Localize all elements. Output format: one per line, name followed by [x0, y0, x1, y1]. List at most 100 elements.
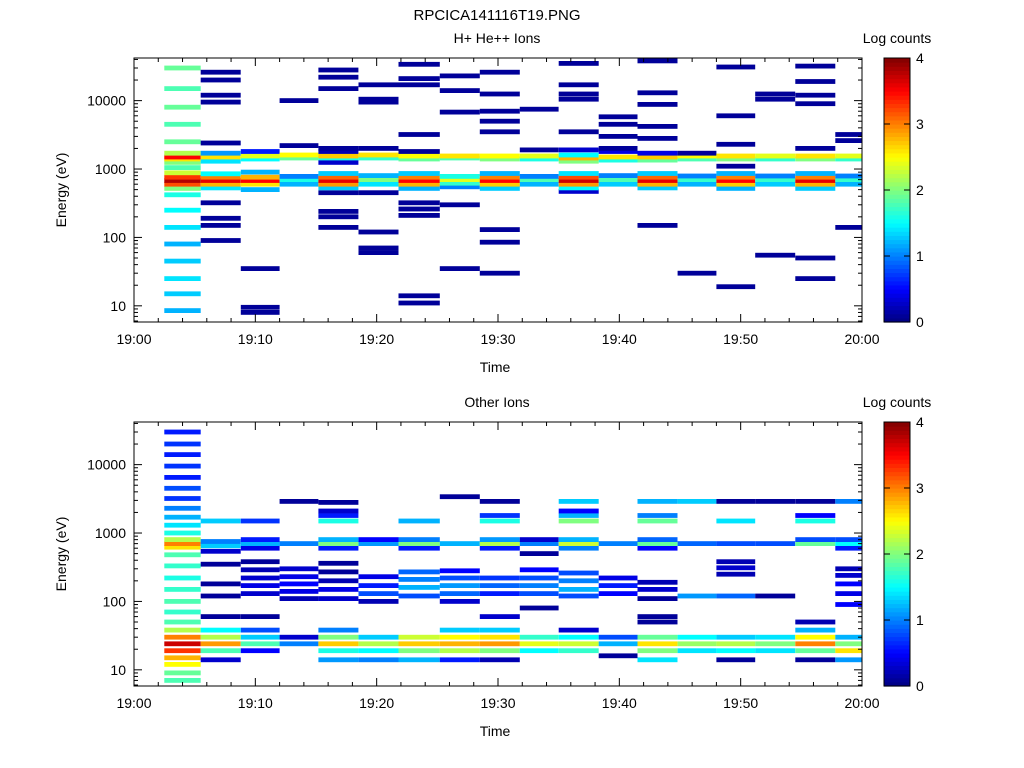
heatmap-cell-12-2 [637, 181, 678, 187]
colorbar-step [884, 603, 910, 609]
heatmap-cell-8-0 [479, 270, 520, 276]
heatmap-cell-16-10 [795, 101, 836, 107]
heatmap-cell-3-6 [279, 566, 319, 572]
colorbar-tick-label: 0 [916, 314, 924, 330]
colorbar-step [884, 95, 910, 100]
heatmap-cell-1-6 [200, 178, 241, 183]
colorbar-step [884, 62, 910, 67]
heatmap-cell-16-6 [795, 171, 836, 176]
heatmap-cell-0-13 [164, 563, 201, 569]
heatmap-cell-4-8 [318, 569, 359, 575]
y-tick-label: 10 [110, 662, 126, 678]
heatmap-cell-1-10 [200, 543, 241, 549]
heatmap-cell-15-4 [755, 156, 796, 162]
heatmap-cell-5-5 [358, 177, 399, 182]
heatmap-cell-16-4 [795, 627, 836, 633]
heatmap-cell-0-4 [164, 241, 201, 247]
heatmap-cell-6-9 [398, 541, 440, 546]
heatmap-cell-13-1 [677, 641, 717, 647]
heatmap-cell-5-1 [358, 245, 399, 251]
colorbar-step [884, 177, 910, 183]
heatmap-cell-17-10 [835, 541, 862, 546]
heatmap-cell-5-6 [358, 173, 399, 178]
heatmap-cell-7-6 [439, 591, 480, 596]
heatmap-cell-0-27 [164, 441, 201, 447]
page-title: RPCICA141116T19.PNG [413, 7, 580, 24]
heatmap-cell-11-1 [598, 177, 638, 182]
heatmap-cell-6-7 [398, 178, 440, 183]
heatmap-cell-8-1 [479, 239, 520, 245]
panel-h-he-ions: H+ He++ Ions Log counts Time Energy (eV)… [53, 30, 931, 375]
heatmap-cell-8-8 [479, 575, 520, 581]
colorbar-step [884, 280, 910, 286]
heatmap-cell-4-5 [318, 596, 359, 601]
colorbar-step [884, 157, 910, 162]
heatmap-cell-0-26 [164, 452, 201, 457]
heatmap-cell-13-4 [677, 541, 717, 546]
heatmap-cell-5-10 [358, 99, 399, 105]
heatmap-cell-1-16 [200, 69, 241, 75]
colorbar-tick-label: 1 [916, 248, 924, 264]
colorbar-step [884, 107, 910, 113]
heatmap-cell-5-11 [358, 96, 399, 102]
colorbar-step [884, 558, 910, 563]
heatmap-cell-16-8 [795, 518, 836, 524]
heatmap-cell-3-8 [279, 499, 319, 504]
heatmap-cell-6-11 [398, 518, 440, 524]
colorbar: 0 1 2 3 4 [883, 414, 924, 694]
colorbar-tick-label: 4 [916, 50, 924, 66]
colorbar-step [884, 136, 910, 142]
y-tick-label: 100 [103, 229, 127, 245]
heatmap-cell-5-2 [358, 229, 399, 235]
heatmap-cell-11-1 [598, 641, 638, 647]
heatmap-cell-8-11 [479, 118, 520, 124]
heatmap-cell-12-1 [637, 648, 678, 654]
heatmap-cell-2-10 [240, 149, 280, 154]
colorbar-tick-label: 3 [916, 480, 924, 496]
heatmap-cell-1-3 [200, 200, 241, 206]
heatmap-cell-4-6 [318, 178, 359, 183]
heatmap-cell-11-3 [598, 591, 638, 596]
heatmap-cell-6-11 [398, 153, 440, 159]
heatmap-cell-12-9 [637, 136, 678, 141]
heatmap-cell-6-7 [398, 569, 440, 575]
heatmap-cell-3-4 [279, 152, 319, 158]
colorbar-step [884, 475, 910, 481]
heatmap-cell-9-4 [519, 153, 559, 159]
heatmap-cell-4-8 [318, 171, 359, 176]
plot-frame [133, 421, 863, 687]
heatmap-cell-12-5 [637, 614, 678, 619]
heatmap-cell-6-2 [398, 641, 440, 647]
heatmap-cell-0-2 [164, 662, 201, 667]
heatmap-cell-10-6 [558, 158, 599, 164]
heatmap-cell-7-7 [439, 153, 480, 159]
heatmap-cell-16-12 [795, 79, 836, 84]
heatmap-cell-10-12 [558, 513, 599, 518]
heatmap-cell-1-7 [200, 581, 241, 587]
heatmap-cell-4-10 [318, 545, 359, 551]
heatmap-cell-6-1 [398, 648, 440, 654]
heatmap-cell-4-11 [318, 541, 359, 546]
colorbar-step [884, 599, 910, 605]
colorbar: 0 1 2 3 4 [883, 50, 924, 330]
heatmap-cell-5-7 [358, 574, 399, 580]
heatmap-cell-7-1 [439, 202, 480, 208]
panel-title: Other Ions [464, 394, 529, 410]
colorbar-step [884, 235, 910, 241]
heatmap-cell-0-23 [164, 485, 201, 491]
heatmap-cell-13-5 [677, 499, 717, 504]
heatmap-cell-6-4 [398, 200, 440, 206]
heatmap-cell-5-9 [358, 146, 399, 151]
colorbar-step [884, 58, 910, 63]
heatmap-cell-0-5 [164, 225, 201, 230]
heatmap-cell-7-9 [439, 88, 480, 93]
heatmap-cell-14-6 [716, 163, 756, 169]
heatmap-cell-0-1 [164, 670, 201, 676]
heatmap-cell-2-11 [240, 541, 280, 546]
heatmap-cell-0-12 [164, 170, 201, 176]
heatmap-cell-16-9 [795, 513, 836, 518]
heatmap-cell-9-6 [519, 575, 559, 581]
colorbar-step [884, 488, 910, 493]
colorbar-step [884, 144, 910, 150]
heatmap-cell-17-6 [835, 138, 862, 143]
